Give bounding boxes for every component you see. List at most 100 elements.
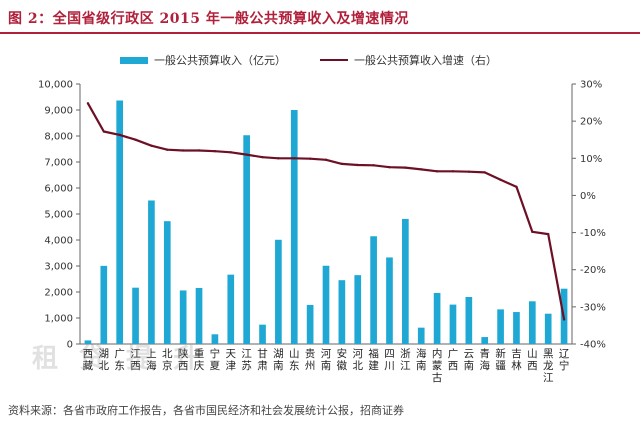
growth-point-广东 bbox=[118, 133, 121, 137]
x-tick-label: 西 bbox=[83, 348, 94, 360]
legend-bar-swatch bbox=[120, 56, 148, 64]
bar-河南 bbox=[322, 265, 330, 344]
growth-point-重庆 bbox=[197, 149, 201, 152]
bar-山西 bbox=[528, 301, 536, 344]
x-tick-label: 四 bbox=[384, 348, 395, 360]
x-tick-label: 北 bbox=[162, 348, 173, 360]
x-tick-label: 川 bbox=[384, 360, 395, 372]
growth-point-上海 bbox=[150, 144, 153, 147]
bar-甘肃 bbox=[259, 324, 266, 344]
x-tick-label: 林 bbox=[511, 359, 522, 372]
left-tick-label: 2,000 bbox=[44, 288, 73, 299]
x-tick-label: 北 bbox=[99, 360, 110, 372]
x-tick-label: 津 bbox=[226, 360, 237, 372]
x-tick-label: 海 bbox=[416, 347, 427, 360]
growth-point-广西 bbox=[451, 170, 455, 173]
x-tick-label: 浙 bbox=[400, 348, 411, 360]
x-tick-label: 福 bbox=[368, 347, 379, 360]
bar-上海 bbox=[148, 200, 155, 344]
bar-福建 bbox=[370, 236, 377, 344]
x-tick-label: 肃 bbox=[257, 360, 268, 372]
x-tick-label: 南 bbox=[273, 359, 284, 372]
bar-湖南 bbox=[275, 239, 282, 344]
x-tick-label: 江 bbox=[400, 360, 411, 372]
x-tick-label: 上 bbox=[146, 348, 157, 360]
bar-新疆 bbox=[497, 309, 504, 344]
x-tick-label: 新 bbox=[495, 347, 506, 360]
bar-山东 bbox=[290, 110, 298, 344]
right-tick-label: -10% bbox=[580, 228, 606, 239]
growth-point-安徽 bbox=[340, 162, 344, 166]
x-tick-label: 东 bbox=[289, 359, 300, 372]
bar-内蒙古 bbox=[433, 292, 441, 344]
x-tick-label: 藏 bbox=[83, 360, 94, 372]
x-tick-label: 疆 bbox=[495, 360, 506, 372]
x-tick-label: 州 bbox=[305, 360, 316, 372]
x-tick-label: 苏 bbox=[241, 359, 252, 372]
bar-云南 bbox=[465, 296, 473, 344]
x-tick-label: 西 bbox=[527, 360, 538, 372]
left-tick-label: 3,000 bbox=[44, 262, 73, 273]
x-tick-label: 安 bbox=[337, 347, 348, 360]
x-tick-label: 南 bbox=[416, 359, 427, 372]
growth-point-甘肃 bbox=[261, 155, 264, 159]
chart-title: 图 2：全国省级行政区 2015 年一般公共预算收入及增速情况 bbox=[8, 11, 409, 27]
bar-海南 bbox=[417, 327, 425, 344]
legend-item-bar: 一般公共预算收入（亿元） bbox=[120, 52, 286, 68]
x-tick-label: 湖 bbox=[99, 348, 110, 360]
growth-point-江苏 bbox=[245, 153, 248, 156]
left-tick-label: 8,000 bbox=[44, 132, 73, 143]
growth-point-山东 bbox=[293, 157, 296, 160]
x-tick-label: 云 bbox=[464, 348, 475, 360]
left-tick-label: 0 bbox=[67, 340, 73, 351]
x-tick-label: 山 bbox=[289, 348, 300, 360]
bar-重庆 bbox=[195, 287, 203, 344]
growth-point-西藏 bbox=[86, 102, 90, 105]
growth-point-浙江 bbox=[404, 166, 407, 169]
x-tick-label: 西 bbox=[130, 360, 141, 372]
x-tick-label: 广 bbox=[114, 348, 125, 360]
x-tick-label: 广 bbox=[448, 348, 459, 360]
growth-point-云南 bbox=[467, 170, 471, 173]
right-tick-label: -20% bbox=[580, 265, 606, 276]
bar-贵州 bbox=[306, 304, 314, 344]
x-tick-label: 河 bbox=[352, 348, 363, 360]
bar-青海 bbox=[481, 337, 489, 344]
growth-point-北京 bbox=[166, 148, 169, 151]
right-tick-label: 0% bbox=[580, 191, 596, 202]
x-tick-label: 吉 bbox=[511, 348, 522, 360]
growth-point-青海 bbox=[483, 171, 486, 174]
growth-point-吉林 bbox=[515, 185, 518, 189]
x-tick-label: 内 bbox=[432, 347, 443, 360]
x-tick-label: 江 bbox=[130, 348, 141, 360]
bar-北京 bbox=[163, 221, 171, 344]
x-tick-label: 天 bbox=[226, 348, 237, 360]
bar-安徽 bbox=[338, 280, 346, 344]
growth-point-内蒙古 bbox=[435, 170, 439, 173]
x-tick-label: 山 bbox=[527, 348, 538, 360]
x-tick-label: 龙 bbox=[543, 359, 554, 372]
growth-point-湖南 bbox=[277, 157, 280, 160]
legend-label-growth: 一般公共预算收入增速（右） bbox=[354, 54, 497, 67]
x-tick-label: 西 bbox=[448, 360, 459, 372]
growth-point-福建 bbox=[372, 164, 375, 167]
growth-point-黑龙江 bbox=[546, 232, 550, 236]
x-tick-label: 京 bbox=[162, 359, 173, 372]
bar-河北 bbox=[354, 275, 362, 344]
growth-point-河北 bbox=[356, 163, 359, 167]
x-tick-label: 夏 bbox=[210, 360, 221, 372]
bar-天津 bbox=[227, 274, 235, 344]
legend-label-revenue: 一般公共预算收入（亿元） bbox=[154, 54, 286, 67]
x-tick-label: 江 bbox=[543, 372, 554, 384]
bar-宁夏 bbox=[211, 334, 219, 344]
x-tick-label: 西 bbox=[178, 360, 189, 372]
bar-西藏 bbox=[84, 340, 92, 344]
right-tick-label: -40% bbox=[580, 340, 606, 351]
x-tick-label: 南 bbox=[464, 359, 475, 372]
growth-point-辽宁 bbox=[562, 318, 566, 321]
growth-point-陕西 bbox=[181, 149, 185, 152]
bar-广西 bbox=[449, 304, 457, 344]
x-tick-label: 蒙 bbox=[432, 359, 443, 372]
growth-point-天津 bbox=[229, 151, 232, 154]
